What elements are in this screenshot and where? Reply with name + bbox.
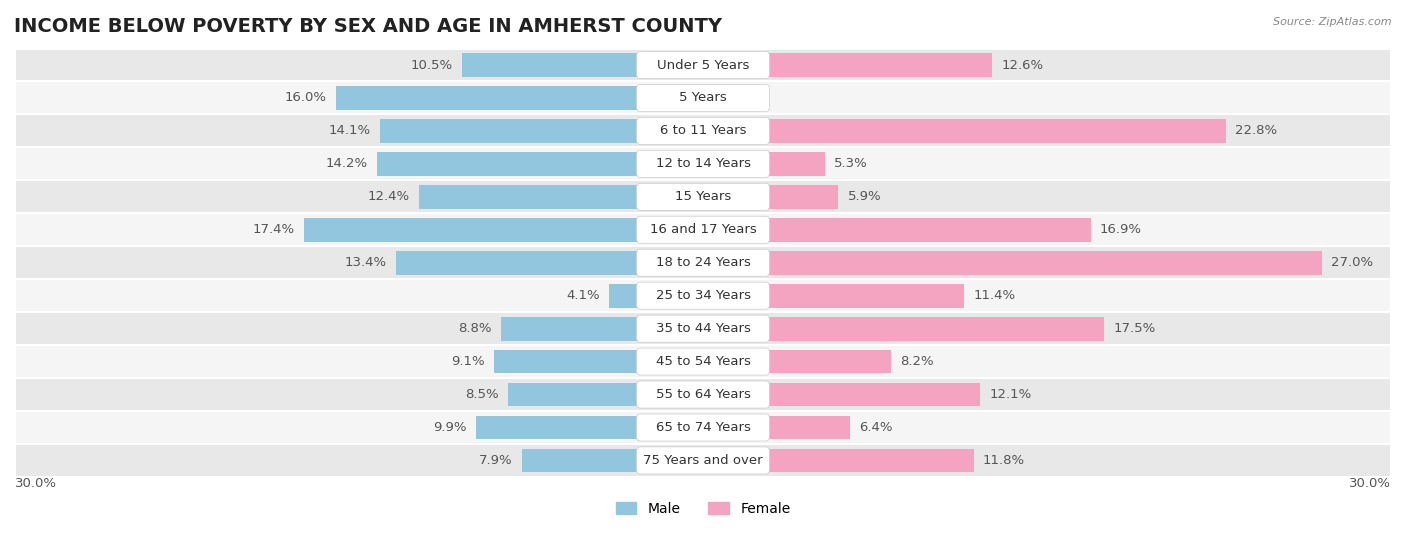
Bar xyxy=(703,284,965,307)
Bar xyxy=(495,350,703,373)
Text: 6 to 11 Years: 6 to 11 Years xyxy=(659,125,747,138)
Text: 30.0%: 30.0% xyxy=(15,477,58,490)
Bar xyxy=(15,247,1391,279)
FancyBboxPatch shape xyxy=(637,282,769,309)
Text: INCOME BELOW POVERTY BY SEX AND AGE IN AMHERST COUNTY: INCOME BELOW POVERTY BY SEX AND AGE IN A… xyxy=(14,17,723,36)
Text: 12.6%: 12.6% xyxy=(1001,59,1043,72)
FancyBboxPatch shape xyxy=(637,183,769,210)
Bar xyxy=(703,317,1104,340)
Bar xyxy=(15,148,1391,181)
Bar xyxy=(377,152,703,176)
Text: 12 to 14 Years: 12 to 14 Years xyxy=(655,158,751,170)
Bar xyxy=(15,312,1391,345)
Text: 14.2%: 14.2% xyxy=(326,158,368,170)
Text: 9.9%: 9.9% xyxy=(433,421,467,434)
Text: 8.2%: 8.2% xyxy=(900,355,934,368)
Text: 35 to 44 Years: 35 to 44 Years xyxy=(655,322,751,335)
Text: 27.0%: 27.0% xyxy=(1331,256,1374,269)
Text: 17.5%: 17.5% xyxy=(1114,322,1156,335)
Text: 6.4%: 6.4% xyxy=(859,421,893,434)
Text: 65 to 74 Years: 65 to 74 Years xyxy=(655,421,751,434)
Bar xyxy=(15,82,1391,115)
Bar xyxy=(703,448,973,472)
Bar xyxy=(703,416,849,439)
Bar xyxy=(15,345,1391,378)
Text: 55 to 64 Years: 55 to 64 Years xyxy=(655,388,751,401)
Bar xyxy=(508,383,703,406)
Text: 10.5%: 10.5% xyxy=(411,59,453,72)
FancyBboxPatch shape xyxy=(637,84,769,111)
Bar xyxy=(15,49,1391,82)
FancyBboxPatch shape xyxy=(637,348,769,375)
Bar xyxy=(380,119,703,143)
Text: 5.3%: 5.3% xyxy=(834,158,868,170)
Bar xyxy=(304,218,703,241)
Bar xyxy=(15,115,1391,148)
Text: 9.1%: 9.1% xyxy=(451,355,485,368)
Text: Under 5 Years: Under 5 Years xyxy=(657,59,749,72)
Bar xyxy=(703,350,891,373)
Bar xyxy=(703,53,993,77)
Bar xyxy=(703,383,980,406)
FancyBboxPatch shape xyxy=(637,150,769,177)
FancyBboxPatch shape xyxy=(637,315,769,342)
Text: 75 Years and over: 75 Years and over xyxy=(643,454,763,467)
Text: 7.9%: 7.9% xyxy=(479,454,513,467)
Text: 14.1%: 14.1% xyxy=(329,125,370,138)
Bar xyxy=(501,317,703,340)
FancyBboxPatch shape xyxy=(637,117,769,144)
FancyBboxPatch shape xyxy=(637,216,769,243)
FancyBboxPatch shape xyxy=(637,249,769,276)
Bar xyxy=(463,53,703,77)
FancyBboxPatch shape xyxy=(637,381,769,408)
FancyBboxPatch shape xyxy=(637,414,769,441)
Bar xyxy=(419,185,703,209)
Text: 4.1%: 4.1% xyxy=(567,289,600,302)
Text: 22.8%: 22.8% xyxy=(1234,125,1277,138)
Bar xyxy=(15,279,1391,312)
Text: 12.1%: 12.1% xyxy=(990,388,1032,401)
Text: 13.4%: 13.4% xyxy=(344,256,387,269)
Text: 5.9%: 5.9% xyxy=(848,190,882,203)
Text: 0.0%: 0.0% xyxy=(713,92,745,105)
Bar xyxy=(15,378,1391,411)
Text: 18 to 24 Years: 18 to 24 Years xyxy=(655,256,751,269)
Text: 11.4%: 11.4% xyxy=(973,289,1015,302)
Text: 16 and 17 Years: 16 and 17 Years xyxy=(650,223,756,236)
Bar xyxy=(15,444,1391,477)
Bar xyxy=(15,181,1391,214)
FancyBboxPatch shape xyxy=(637,51,769,78)
Text: 25 to 34 Years: 25 to 34 Years xyxy=(655,289,751,302)
Text: Source: ZipAtlas.com: Source: ZipAtlas.com xyxy=(1274,17,1392,27)
Bar xyxy=(477,416,703,439)
Text: 17.4%: 17.4% xyxy=(253,223,295,236)
Text: 11.8%: 11.8% xyxy=(983,454,1025,467)
Text: 12.4%: 12.4% xyxy=(367,190,409,203)
Text: 16.0%: 16.0% xyxy=(285,92,326,105)
Bar xyxy=(522,448,703,472)
Bar xyxy=(609,284,703,307)
Bar xyxy=(703,185,838,209)
Text: 16.9%: 16.9% xyxy=(1099,223,1142,236)
Legend: Male, Female: Male, Female xyxy=(610,496,796,522)
Bar xyxy=(703,119,1226,143)
Bar xyxy=(336,86,703,110)
Text: 15 Years: 15 Years xyxy=(675,190,731,203)
Bar xyxy=(395,251,703,274)
Text: 45 to 54 Years: 45 to 54 Years xyxy=(655,355,751,368)
Bar xyxy=(15,411,1391,444)
FancyBboxPatch shape xyxy=(637,447,769,474)
Text: 30.0%: 30.0% xyxy=(1348,477,1391,490)
Bar xyxy=(703,218,1091,241)
Bar xyxy=(15,214,1391,247)
Bar xyxy=(703,251,1322,274)
Text: 8.8%: 8.8% xyxy=(458,322,492,335)
Text: 5 Years: 5 Years xyxy=(679,92,727,105)
Bar xyxy=(703,152,824,176)
Text: 8.5%: 8.5% xyxy=(465,388,499,401)
